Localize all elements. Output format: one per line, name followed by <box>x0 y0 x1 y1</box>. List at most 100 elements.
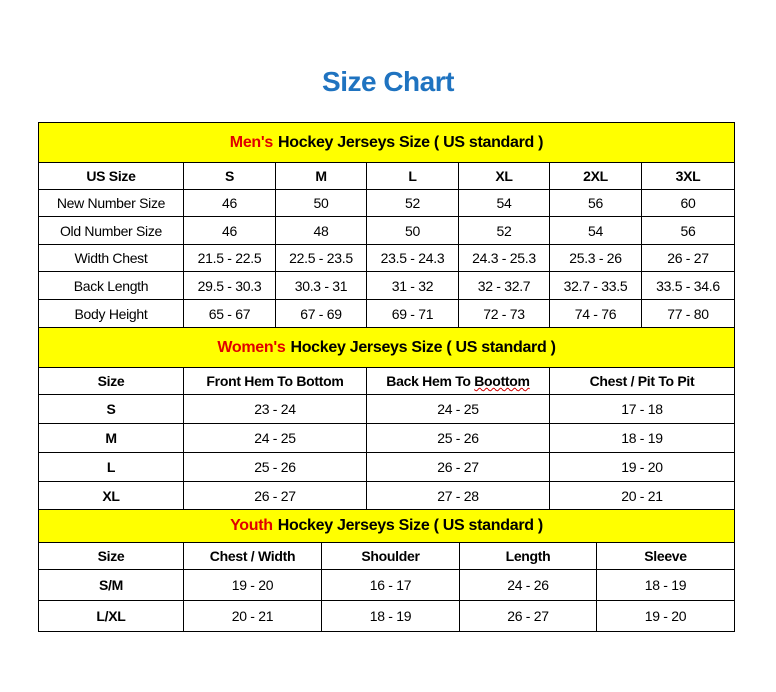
column-header-label: Size <box>97 548 125 564</box>
men-size-table: US Size S M L XL 2XL 3XL New Number Size 46 50 52 5… <box>39 163 735 328</box>
table-cell: 18 - 19 <box>597 570 735 601</box>
row-label: L <box>39 453 184 482</box>
column-header: Size <box>39 543 184 570</box>
table-cell: 18 - 19 <box>550 424 735 453</box>
table-cell: 60 <box>642 190 735 217</box>
table-cell: 19 - 20 <box>184 570 322 601</box>
table-cell: 50 <box>276 190 367 217</box>
column-header: Back Hem To Boottom <box>367 368 550 395</box>
table-cell: 19 - 20 <box>550 453 735 482</box>
row-label: New Number Size <box>39 190 184 217</box>
table-cell: 54 <box>550 217 642 245</box>
column-header-label: 2XL <box>583 168 608 184</box>
section-title: Hockey Jerseys Size ( US standard ) <box>290 338 556 356</box>
table-cell: 31 - 32 <box>367 272 459 300</box>
column-header-label: Chest / Width <box>209 548 296 564</box>
section-category: Women's <box>217 338 286 356</box>
row-label: S <box>39 395 184 424</box>
table-cell: 20 - 21 <box>184 601 322 632</box>
women-section-header: Women's Hockey Jerseys Size ( US standard… <box>39 328 735 368</box>
table-cell: 52 <box>459 217 550 245</box>
row-label: Body Height <box>39 300 184 328</box>
table-cell: 21.5 - 22.5 <box>184 245 276 272</box>
table-cell: 17 - 18 <box>550 395 735 424</box>
table-cell: 27 - 28 <box>367 482 550 510</box>
table-cell: 25 - 26 <box>184 453 367 482</box>
column-header-label: Chest / Pit To Pit <box>589 373 695 389</box>
table-cell: 19 - 20 <box>597 601 735 632</box>
column-header: 3XL <box>642 163 735 190</box>
table-cell: 26 - 27 <box>184 482 367 510</box>
column-header-label: S <box>224 168 235 184</box>
row-label: Back Length <box>39 272 184 300</box>
table-cell: 69 - 71 <box>367 300 459 328</box>
women-size-table: Size Front Hem To Bottom Back Hem To Boott… <box>39 368 735 510</box>
row-label: S/M <box>39 570 184 601</box>
section-title: Hockey Jerseys Size ( US standard ) <box>278 133 544 151</box>
column-header: Front Hem To Bottom <box>184 368 367 395</box>
column-header: 2XL <box>550 163 642 190</box>
column-header: XL <box>459 163 550 190</box>
table-cell: 24 - 25 <box>184 424 367 453</box>
column-header-label: Size <box>97 373 125 389</box>
column-header-label: XL <box>495 168 513 184</box>
size-chart: Men's Hockey Jerseys Size ( US standard )… <box>38 122 735 632</box>
page-title: Size Chart <box>322 66 454 97</box>
table-cell: 24 - 25 <box>367 395 550 424</box>
column-header-label: Front Hem To Bottom <box>206 373 344 389</box>
column-header-label: Shoulder <box>361 548 420 564</box>
table-cell: 48 <box>276 217 367 245</box>
column-header-label: 3XL <box>675 168 701 184</box>
column-header: S <box>184 163 276 190</box>
row-label: L/XL <box>39 601 184 632</box>
table-cell: 32 - 32.7 <box>459 272 550 300</box>
row-label: XL <box>39 482 184 510</box>
column-header: L <box>367 163 459 190</box>
table-cell: 16 - 17 <box>322 570 460 601</box>
table-cell: 54 <box>459 190 550 217</box>
table-cell: 22.5 - 23.5 <box>276 245 367 272</box>
table-cell: 77 - 80 <box>642 300 735 328</box>
table-cell: 24.3 - 25.3 <box>459 245 550 272</box>
table-cell: 25.3 - 26 <box>550 245 642 272</box>
table-cell: 74 - 76 <box>550 300 642 328</box>
column-header-label: L <box>408 168 417 184</box>
column-header: Shoulder <box>322 543 460 570</box>
table-cell: 29.5 - 30.3 <box>184 272 276 300</box>
section-category: Youth <box>230 517 273 534</box>
column-header: US Size <box>39 163 184 190</box>
column-header: Length <box>460 543 597 570</box>
table-cell: 23.5 - 24.3 <box>367 245 459 272</box>
table-cell: 56 <box>550 190 642 217</box>
youth-section-header: Youth Hockey Jerseys Size ( US standard ) <box>39 510 735 543</box>
table-cell: 52 <box>367 190 459 217</box>
table-cell: 65 - 67 <box>184 300 276 328</box>
column-header-label: Back Hem To Boottom <box>386 373 530 389</box>
spellcheck-underline: Boottom <box>474 373 530 389</box>
table-cell: 26 - 27 <box>367 453 550 482</box>
column-header-label: Length <box>505 548 551 564</box>
table-cell: 18 - 19 <box>322 601 460 632</box>
table-cell: 25 - 26 <box>367 424 550 453</box>
row-label: Old Number Size <box>39 217 184 245</box>
column-header: M <box>276 163 367 190</box>
column-header-label: M <box>315 168 327 184</box>
table-cell: 26 - 27 <box>642 245 735 272</box>
table-cell: 72 - 73 <box>459 300 550 328</box>
row-label: M <box>39 424 184 453</box>
column-header: Chest / Width <box>184 543 322 570</box>
column-header: Size <box>39 368 184 395</box>
section-category: Men's <box>229 133 274 151</box>
row-label: Width Chest <box>39 245 184 272</box>
column-header: Chest / Pit To Pit <box>550 368 735 395</box>
column-header: Sleeve <box>597 543 735 570</box>
table-cell: 30.3 - 31 <box>276 272 367 300</box>
men-section-header: Men's Hockey Jerseys Size ( US standard ) <box>39 123 735 163</box>
table-cell: 56 <box>642 217 735 245</box>
youth-size-table: Size Chest / Width Shoulder Length Sleeve S/M… <box>39 543 735 632</box>
column-header-label: US Size <box>86 168 136 184</box>
column-header-label: Sleeve <box>644 548 687 564</box>
table-cell: 46 <box>184 190 276 217</box>
table-cell: 46 <box>184 217 276 245</box>
table-cell: 23 - 24 <box>184 395 367 424</box>
